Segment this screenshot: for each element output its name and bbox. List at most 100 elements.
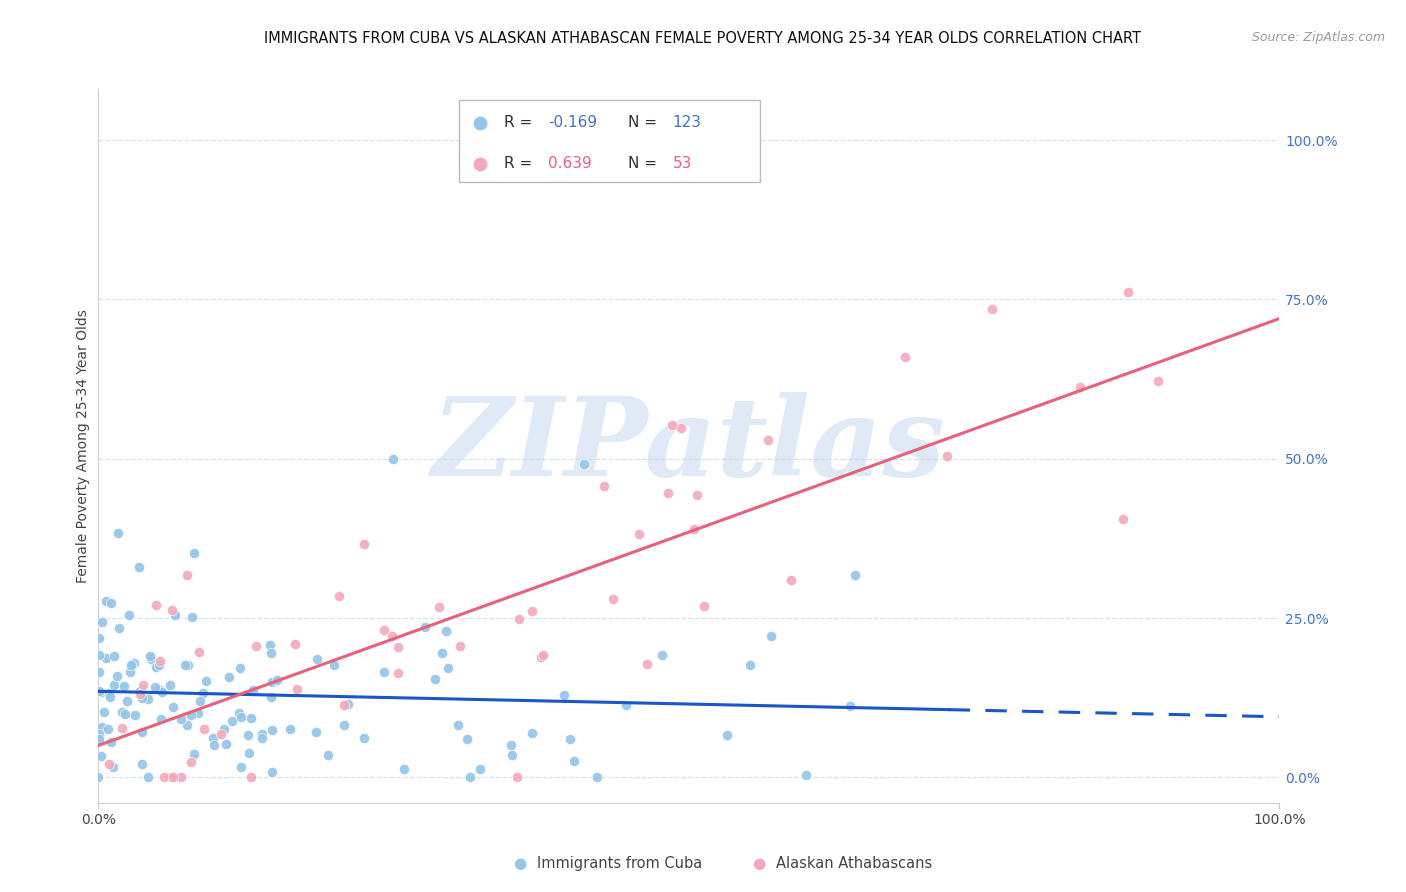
Point bbox=[138, 692, 160, 706]
Point bbox=[87, 665, 110, 679]
Text: Immigrants from Cuba: Immigrants from Cuba bbox=[537, 856, 703, 871]
Point bbox=[585, 770, 607, 784]
Point bbox=[394, 762, 416, 776]
Point bbox=[387, 640, 409, 655]
Point bbox=[202, 731, 225, 745]
Point bbox=[183, 546, 205, 560]
Point bbox=[228, 706, 250, 720]
Point bbox=[716, 728, 738, 742]
Point bbox=[458, 770, 481, 784]
Point bbox=[114, 707, 136, 722]
Point bbox=[218, 670, 240, 684]
Point bbox=[98, 690, 121, 704]
Text: ●: ● bbox=[513, 856, 527, 871]
Point bbox=[202, 738, 225, 752]
Point bbox=[131, 725, 153, 739]
Point bbox=[162, 603, 184, 617]
Point bbox=[90, 748, 112, 763]
Point bbox=[657, 486, 679, 500]
Point bbox=[110, 706, 132, 720]
Point bbox=[111, 721, 134, 735]
Point bbox=[844, 568, 866, 582]
Point bbox=[1069, 380, 1091, 394]
Point bbox=[436, 624, 458, 639]
Point bbox=[260, 646, 283, 660]
Point bbox=[177, 657, 200, 672]
Point bbox=[506, 770, 529, 784]
Point bbox=[103, 649, 125, 664]
Point bbox=[145, 598, 167, 612]
Point bbox=[250, 731, 273, 745]
Point bbox=[614, 698, 637, 713]
Point bbox=[936, 449, 959, 463]
Point bbox=[87, 684, 110, 698]
Point bbox=[574, 457, 596, 471]
Point bbox=[693, 599, 716, 614]
Point bbox=[238, 746, 260, 760]
Point bbox=[193, 686, 215, 700]
Point bbox=[129, 684, 152, 698]
Point bbox=[651, 648, 673, 663]
Point bbox=[139, 648, 162, 663]
Point bbox=[128, 560, 150, 574]
Point bbox=[602, 592, 624, 607]
Point bbox=[456, 731, 478, 746]
Point bbox=[165, 607, 187, 622]
Point bbox=[93, 705, 115, 719]
Point bbox=[425, 672, 447, 686]
Point bbox=[756, 433, 779, 447]
Point bbox=[97, 756, 120, 771]
Point bbox=[176, 718, 198, 732]
Point bbox=[149, 682, 172, 697]
Point bbox=[430, 646, 453, 660]
Point bbox=[780, 573, 803, 587]
Text: ZIPatlas: ZIPatlas bbox=[432, 392, 946, 500]
Point bbox=[305, 652, 328, 666]
Point bbox=[236, 728, 259, 742]
Point bbox=[839, 698, 862, 713]
Point bbox=[97, 722, 120, 736]
Y-axis label: Female Poverty Among 25-34 Year Olds: Female Poverty Among 25-34 Year Olds bbox=[76, 309, 90, 583]
Point bbox=[148, 658, 170, 673]
Point bbox=[162, 770, 184, 784]
Point bbox=[173, 657, 195, 672]
Point bbox=[683, 522, 706, 536]
Text: Source: ZipAtlas.com: Source: ZipAtlas.com bbox=[1251, 31, 1385, 45]
Point bbox=[522, 726, 544, 740]
Point bbox=[1146, 374, 1168, 388]
Point bbox=[661, 418, 683, 433]
Point bbox=[136, 770, 159, 784]
Point bbox=[380, 629, 402, 643]
Point bbox=[120, 657, 142, 672]
Point bbox=[413, 620, 436, 634]
Point bbox=[229, 710, 252, 724]
Point bbox=[1116, 285, 1139, 299]
Point bbox=[143, 680, 166, 694]
Point bbox=[427, 600, 450, 615]
Point bbox=[531, 648, 554, 663]
Point bbox=[100, 735, 122, 749]
Point bbox=[152, 684, 174, 698]
Point bbox=[686, 488, 709, 502]
Point bbox=[180, 707, 202, 722]
Point bbox=[118, 608, 141, 623]
Point bbox=[373, 623, 395, 637]
Point bbox=[266, 673, 288, 688]
Point bbox=[181, 610, 204, 624]
Point bbox=[129, 687, 152, 701]
Point bbox=[187, 706, 209, 721]
Point bbox=[240, 711, 263, 725]
Point bbox=[176, 568, 198, 582]
Point bbox=[305, 724, 328, 739]
Point bbox=[245, 639, 267, 653]
Point bbox=[159, 770, 181, 784]
Point bbox=[501, 748, 523, 763]
Point bbox=[87, 648, 110, 662]
Point bbox=[530, 650, 553, 665]
Text: 123: 123 bbox=[672, 115, 702, 130]
Point bbox=[193, 722, 215, 736]
Point bbox=[562, 754, 585, 768]
Point bbox=[449, 639, 471, 653]
Point bbox=[242, 682, 264, 697]
Text: ●: ● bbox=[752, 856, 766, 871]
